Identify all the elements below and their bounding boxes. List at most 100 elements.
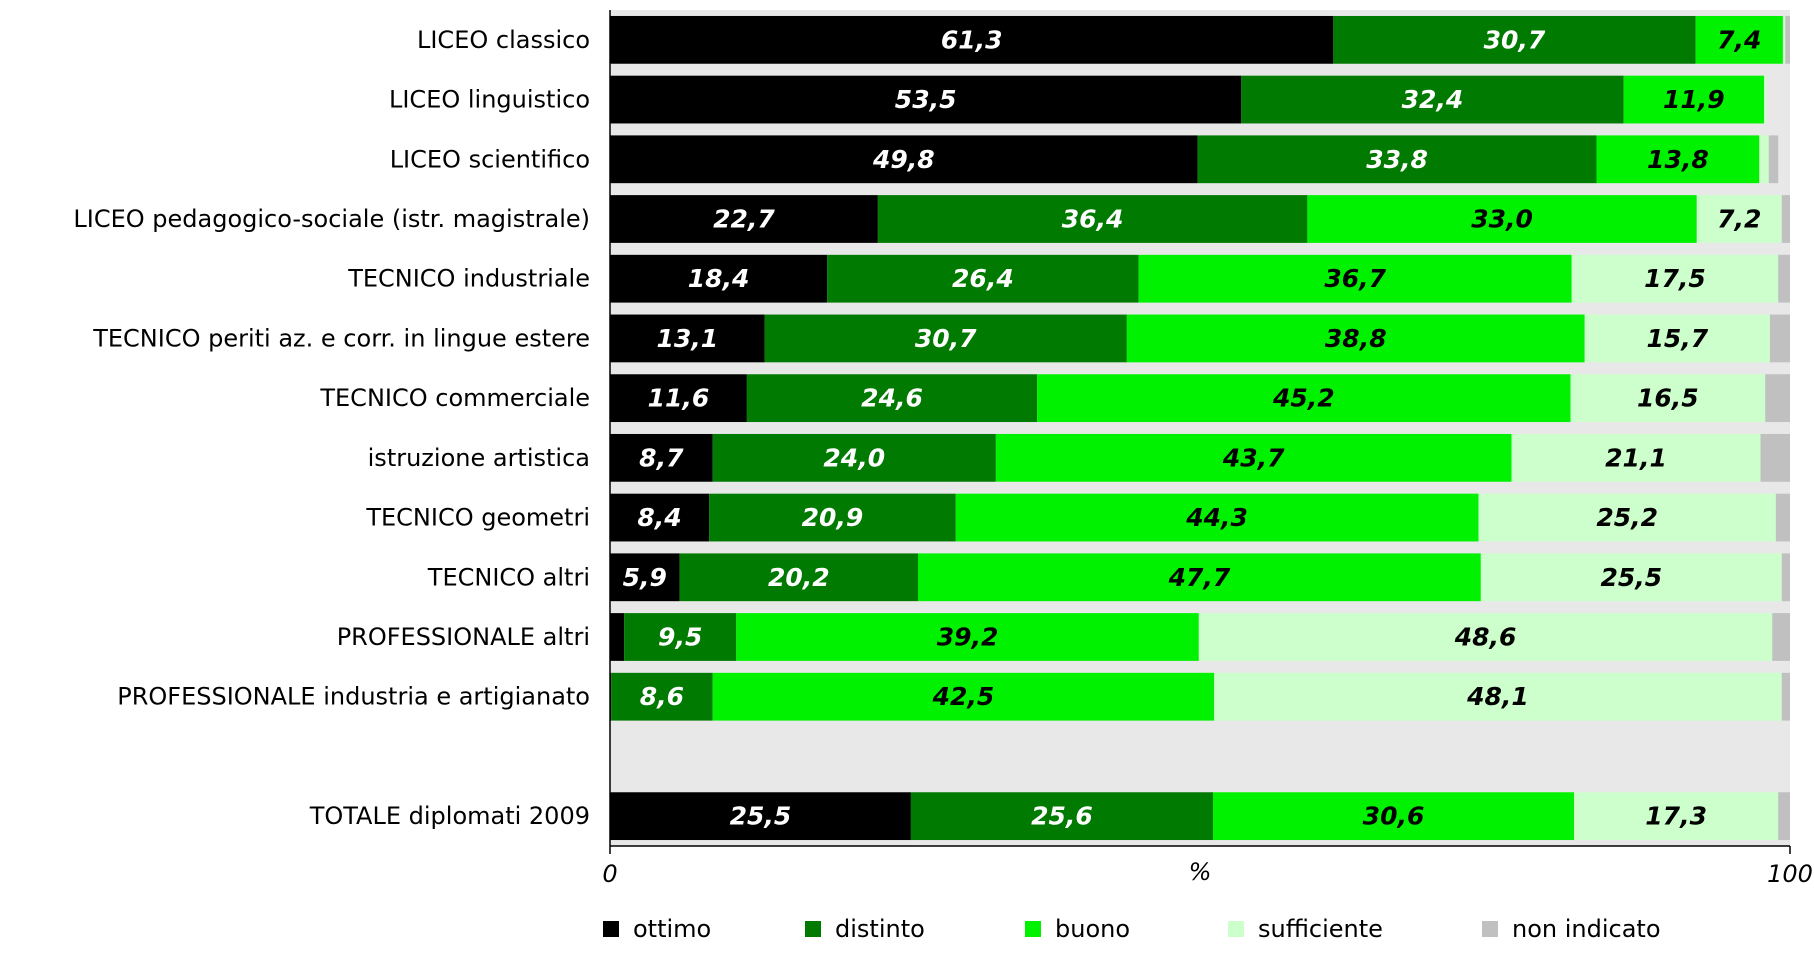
bar-segment-sufficiente [1782, 15, 1786, 64]
category-label: PROFESSIONALE altri [337, 623, 590, 651]
data-label: 32,4 [1402, 85, 1464, 114]
bar-segment-non-indicato [1775, 493, 1790, 542]
legend-item-buono: buono [1025, 915, 1130, 943]
bar-segment-ottimo [610, 374, 747, 423]
data-label: 36,4 [1062, 205, 1124, 234]
bar-segment-non-indicato [1781, 195, 1790, 243]
bar-segment-buono [995, 433, 1512, 482]
data-label: 42,5 [932, 682, 995, 711]
bar-segment-ottimo [610, 792, 911, 841]
bar-segment-ottimo [610, 135, 1198, 184]
bar-segment-non-indicato [1778, 792, 1790, 841]
bar-segment-ottimo [610, 314, 765, 363]
legend-swatch [1025, 921, 1041, 937]
legend-swatch [805, 921, 821, 937]
bar-segment-sufficiente [1764, 75, 1767, 124]
bar-segment-sufficiente [1571, 254, 1779, 303]
data-label: 8,7 [639, 443, 684, 472]
category-label: LICEO linguistico [389, 86, 590, 114]
bar-segment-buono [736, 613, 1199, 661]
bar-segment-ottimo [610, 433, 713, 482]
bar-segment-distinto [910, 792, 1213, 841]
legend-label: ottimo [633, 915, 711, 943]
x-axis-title: % [1189, 858, 1212, 886]
bar-segment-distinto [764, 314, 1127, 363]
bar-segment-distinto [709, 493, 956, 542]
data-label: 11,6 [648, 384, 710, 413]
bar-segment-sufficiente [1511, 433, 1761, 482]
bar-segment-sufficiente [1759, 135, 1769, 184]
legend-label: sufficiente [1258, 915, 1383, 943]
bar-segment-buono [955, 493, 1479, 542]
data-label: 7,2 [1717, 205, 1761, 234]
category-label: TECNICO periti az. e corr. in lingue est… [92, 324, 590, 352]
data-label: 25,5 [1600, 563, 1662, 592]
data-label: 49,8 [872, 145, 935, 174]
data-label: 25,2 [1596, 503, 1658, 532]
data-label: 26,4 [952, 264, 1014, 293]
bar-segment-non-indicato [1785, 15, 1790, 64]
bar-segment-buono [1596, 135, 1760, 184]
data-label: 13,8 [1647, 145, 1709, 174]
data-label: 61,3 [941, 25, 1003, 54]
bar-segment-non-indicato [1772, 613, 1790, 661]
legend-item-ottimo: ottimo [603, 915, 711, 943]
bars-group [610, 15, 1790, 841]
data-label: 8,6 [640, 682, 684, 711]
bar-segment-distinto [877, 195, 1308, 243]
category-label: LICEO pedagogico-sociale (istr. magistra… [73, 205, 590, 233]
data-label: 24,6 [861, 384, 923, 413]
data-label: 43,7 [1222, 443, 1285, 472]
data-label: 21,1 [1605, 443, 1667, 472]
data-label: 18,4 [688, 264, 750, 293]
bar-segment-non-indicato [1778, 254, 1790, 303]
bar-segment-buono [1126, 314, 1585, 363]
x-tick-label: 100 [1767, 860, 1813, 888]
data-label: 44,3 [1185, 503, 1248, 532]
bar-segment-non-indicato [1760, 433, 1790, 482]
data-label: 8,4 [637, 503, 681, 532]
bar-segment-non-indicato [1781, 553, 1790, 602]
value-labels-group: 61,3 30,7 7,4 53,5 32,4 11,9 49,8 33,8 13,8 22,7 3… [623, 25, 1762, 830]
legend-label: distinto [835, 915, 925, 943]
bar-segment-ottimo [610, 553, 680, 602]
bar-segment-distinto [1241, 75, 1624, 124]
legend-swatch [1482, 921, 1498, 937]
data-label: 30,7 [1484, 25, 1546, 54]
bar-segment-ottimo [610, 195, 878, 243]
bar-segment-buono [1695, 15, 1783, 64]
bar-segment-buono [1623, 75, 1765, 124]
bar-segment-sufficiente [1574, 792, 1779, 841]
bar-segment-distinto [624, 613, 737, 661]
data-label: 53,5 [895, 85, 957, 114]
bar-segment-distinto [827, 254, 1139, 303]
bar-segment-distinto [712, 433, 996, 482]
data-label: 15,7 [1646, 324, 1708, 353]
bar-segment-ottimo [610, 493, 710, 542]
bar-segment-non-indicato [1765, 374, 1790, 423]
data-label: 39,2 [937, 623, 999, 652]
legend-label: non indicato [1512, 915, 1661, 943]
bar-segment-sufficiente [1478, 493, 1776, 542]
bar-segment-non-indicato [1768, 135, 1779, 184]
bar-segment-sufficiente [1584, 314, 1770, 363]
bar-segment-sufficiente [1214, 672, 1782, 721]
category-label: LICEO scientifico [390, 145, 590, 173]
category-label: TECNICO industriale [347, 265, 590, 293]
bar-segment-buono [712, 672, 1215, 721]
data-label: 33,0 [1471, 205, 1533, 234]
category-labels-group: LICEO classico LICEO linguistico LICEO sci… [73, 26, 590, 830]
data-label: 36,7 [1324, 264, 1386, 293]
bar-segment-distinto [611, 672, 713, 721]
category-label: LICEO classico [417, 26, 590, 54]
category-label: istruzione artistica [368, 444, 590, 472]
bar-segment-ottimo [610, 254, 828, 303]
category-label: PROFESSIONALE industria e artigianato [117, 683, 590, 711]
x-tick-label: 0 [602, 860, 617, 888]
bar-segment-ottimo [610, 15, 1334, 64]
legend-item-non-indicato: non indicato [1482, 915, 1661, 943]
legend-item-distinto: distinto [805, 915, 925, 943]
category-label: TECNICO altri [427, 563, 590, 591]
bar-segment-non-indicato [1769, 314, 1790, 363]
